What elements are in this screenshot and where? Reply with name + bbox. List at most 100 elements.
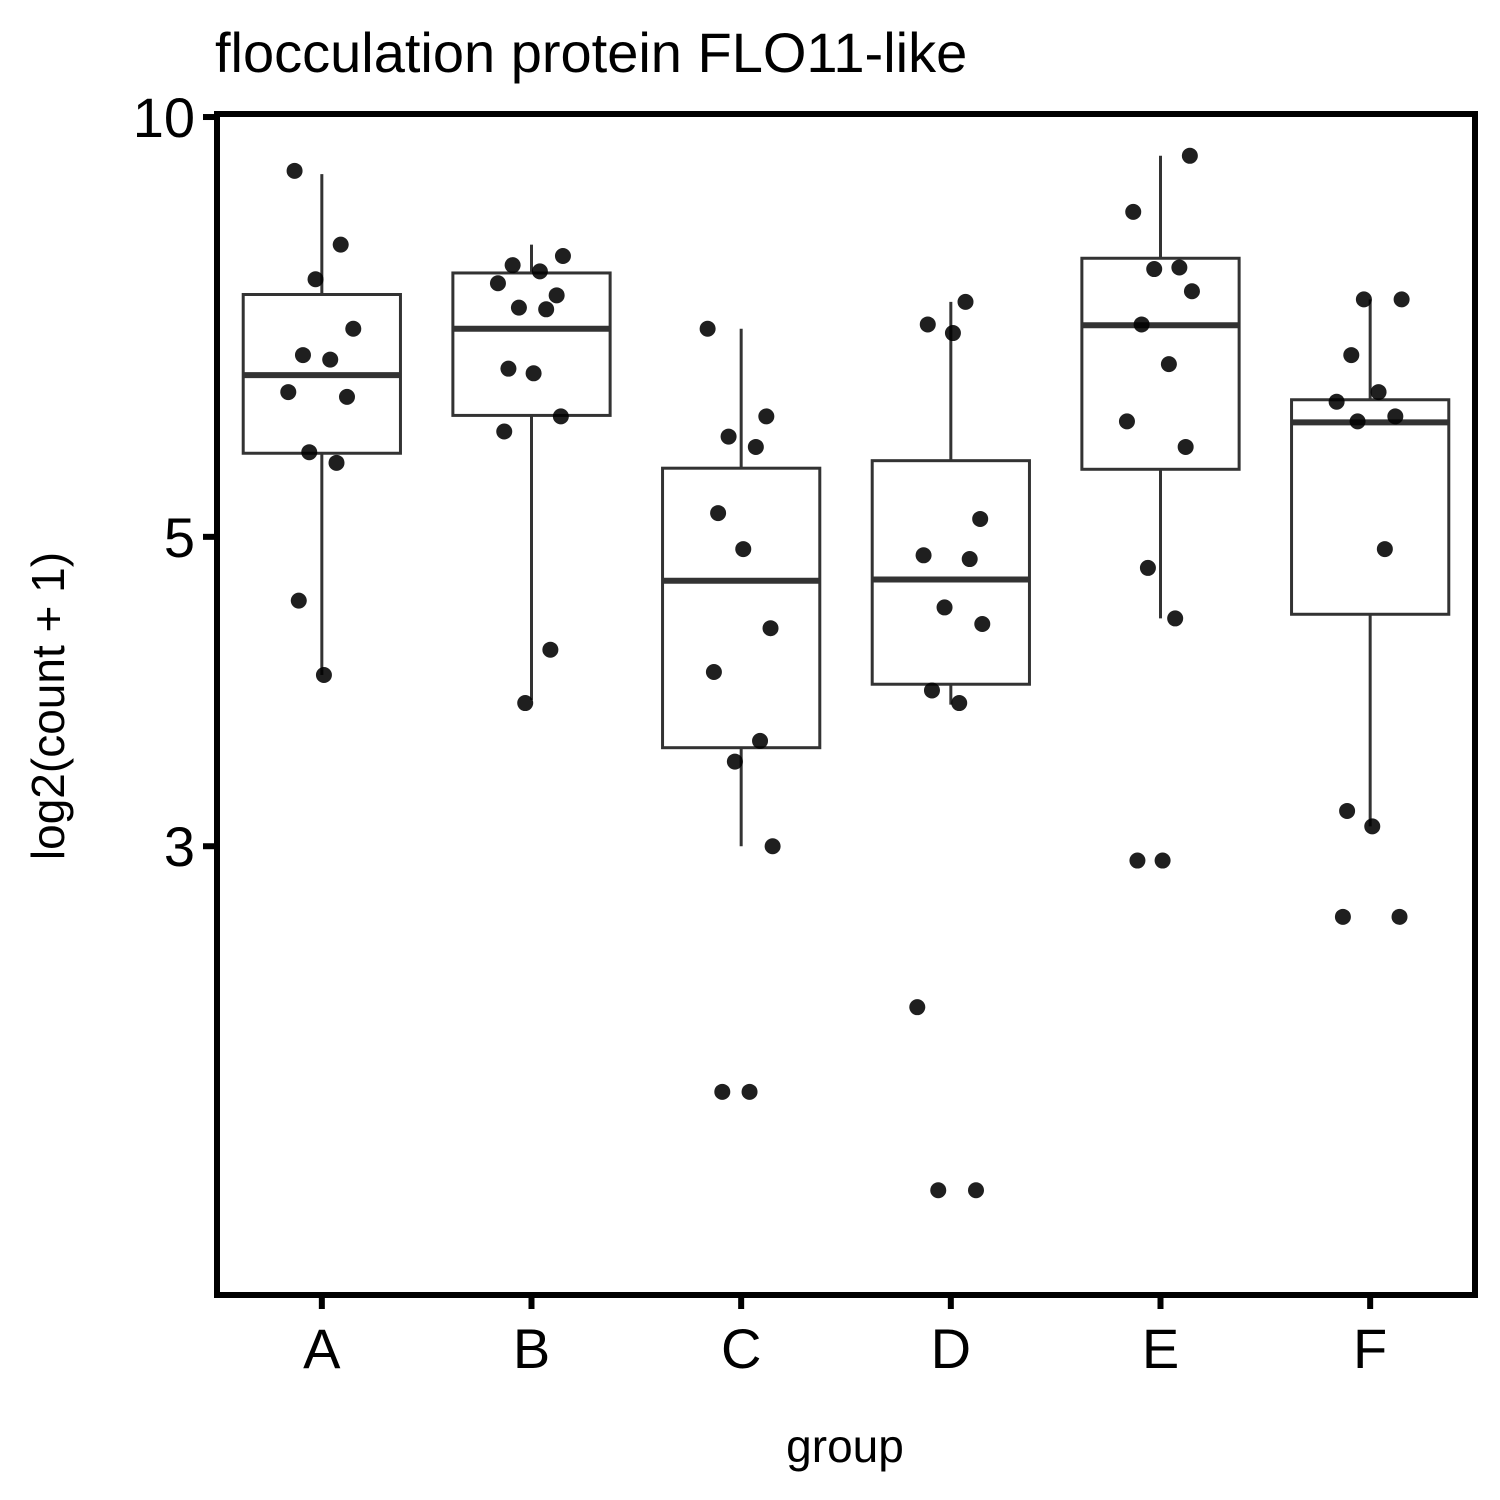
chart-title: flocculation protein FLO11-like bbox=[215, 21, 967, 84]
data-point bbox=[752, 732, 769, 749]
data-point bbox=[972, 510, 989, 527]
data-point bbox=[294, 347, 311, 364]
y-axis-title: log2(count + 1) bbox=[22, 552, 74, 860]
y-tick-label: 3 bbox=[164, 815, 195, 878]
data-point bbox=[1183, 283, 1200, 300]
data-point bbox=[517, 695, 534, 712]
box-iqr bbox=[1080, 256, 1241, 471]
data-point bbox=[1370, 384, 1387, 401]
box-C bbox=[661, 328, 822, 847]
data-point bbox=[332, 236, 349, 253]
box-iqr bbox=[870, 459, 1031, 686]
data-point bbox=[1355, 291, 1372, 308]
data-point bbox=[301, 444, 318, 461]
data-point bbox=[936, 599, 953, 616]
x-tick-label: D bbox=[931, 1317, 971, 1380]
data-point bbox=[1167, 610, 1184, 627]
data-point bbox=[710, 505, 727, 522]
data-point bbox=[1339, 802, 1356, 819]
data-point bbox=[1146, 261, 1163, 278]
data-point bbox=[504, 257, 521, 274]
box-iqr bbox=[1290, 398, 1451, 616]
data-point bbox=[1139, 559, 1156, 576]
data-point bbox=[957, 293, 974, 310]
data-point bbox=[1393, 291, 1410, 308]
data-point bbox=[735, 541, 752, 558]
data-point bbox=[1154, 852, 1171, 869]
y-tick-label: 5 bbox=[164, 506, 195, 569]
data-point bbox=[1328, 393, 1345, 410]
data-point bbox=[762, 620, 779, 637]
data-point bbox=[322, 351, 339, 368]
data-point bbox=[1171, 259, 1188, 276]
box-D bbox=[870, 301, 1031, 705]
box-F bbox=[1290, 299, 1451, 827]
points-layer bbox=[280, 147, 1410, 1199]
data-point bbox=[747, 438, 764, 455]
data-point bbox=[758, 408, 775, 425]
data-point bbox=[1133, 316, 1150, 333]
data-point bbox=[1129, 852, 1146, 869]
data-point bbox=[315, 667, 332, 684]
data-point bbox=[525, 365, 542, 382]
x-axis-title: group bbox=[786, 1420, 904, 1472]
data-point bbox=[531, 263, 548, 280]
data-point bbox=[1391, 908, 1408, 925]
data-point bbox=[1376, 541, 1393, 558]
data-point bbox=[290, 592, 307, 609]
data-point bbox=[1364, 818, 1381, 835]
data-point bbox=[923, 682, 940, 699]
data-point bbox=[741, 1083, 758, 1100]
data-point bbox=[1343, 347, 1360, 364]
data-point bbox=[280, 384, 297, 401]
x-tick-label: F bbox=[1353, 1317, 1387, 1380]
data-point bbox=[915, 547, 932, 564]
data-point bbox=[1181, 147, 1198, 164]
x-tick-label: E bbox=[1142, 1317, 1179, 1380]
y-tick-label: 10 bbox=[133, 86, 195, 149]
box-E bbox=[1080, 155, 1241, 619]
data-point bbox=[500, 360, 517, 377]
data-point bbox=[1118, 413, 1135, 430]
data-point bbox=[328, 454, 345, 471]
data-point bbox=[919, 316, 936, 333]
data-point bbox=[944, 325, 961, 342]
data-point bbox=[714, 1083, 731, 1100]
data-point bbox=[705, 663, 722, 680]
data-point bbox=[930, 1182, 947, 1199]
data-point bbox=[548, 287, 565, 304]
boxes-layer bbox=[241, 155, 1451, 847]
data-point bbox=[967, 1182, 984, 1199]
panel-border bbox=[214, 111, 1478, 1298]
data-point bbox=[510, 299, 527, 316]
data-point bbox=[961, 551, 978, 568]
box-A bbox=[241, 174, 402, 676]
box-iqr bbox=[661, 466, 822, 750]
data-point bbox=[338, 388, 355, 405]
data-point bbox=[951, 695, 968, 712]
data-point bbox=[538, 301, 555, 318]
box-B bbox=[451, 244, 612, 700]
data-point bbox=[1387, 408, 1404, 425]
axes-layer: 3 5 10 A B C D E F bbox=[133, 86, 1388, 1380]
data-point bbox=[909, 999, 926, 1016]
box-iqr bbox=[451, 271, 612, 417]
data-point bbox=[496, 423, 513, 440]
data-point bbox=[699, 320, 716, 337]
data-point bbox=[489, 275, 506, 292]
data-point bbox=[726, 753, 743, 770]
data-point bbox=[286, 162, 303, 179]
data-point bbox=[1349, 413, 1366, 430]
data-point bbox=[307, 271, 324, 288]
data-point bbox=[542, 641, 559, 658]
data-point bbox=[1177, 438, 1194, 455]
x-tick-label: B bbox=[513, 1317, 550, 1380]
data-point bbox=[1160, 356, 1177, 373]
x-tick-label: C bbox=[721, 1317, 761, 1380]
data-point bbox=[764, 838, 781, 855]
data-point bbox=[720, 428, 737, 445]
data-point bbox=[552, 408, 569, 425]
data-point bbox=[1125, 203, 1142, 220]
data-point bbox=[554, 247, 571, 264]
